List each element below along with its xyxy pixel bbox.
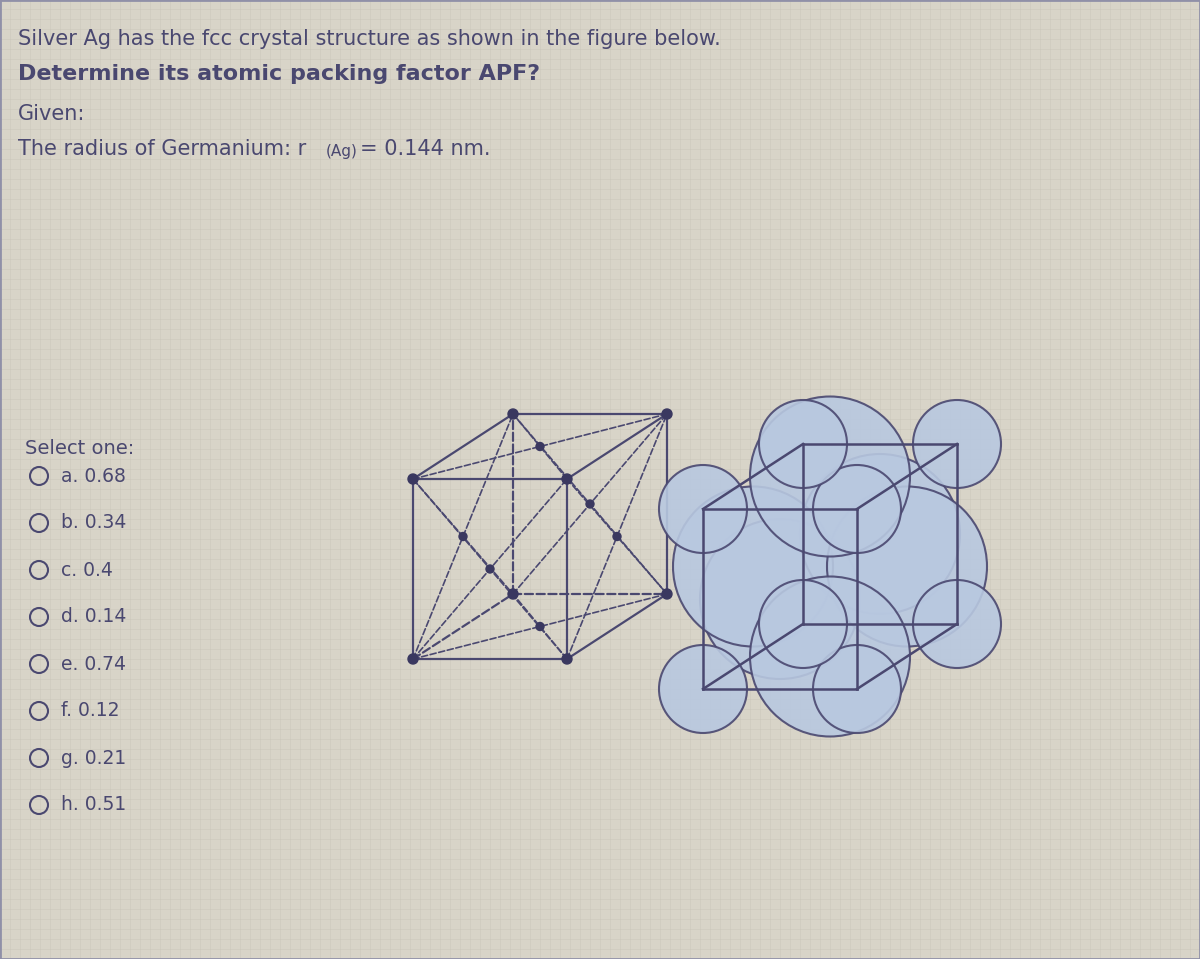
Circle shape	[508, 589, 518, 599]
Circle shape	[458, 532, 467, 541]
Circle shape	[673, 486, 833, 646]
Circle shape	[613, 532, 622, 541]
Text: The radius of Germanium: r: The radius of Germanium: r	[18, 139, 306, 159]
Text: f. 0.12: f. 0.12	[61, 701, 120, 720]
Circle shape	[913, 580, 1001, 668]
Circle shape	[814, 645, 901, 733]
Circle shape	[659, 645, 746, 733]
Text: Determine its atomic packing factor APF?: Determine its atomic packing factor APF?	[18, 64, 540, 84]
Circle shape	[700, 519, 860, 679]
Circle shape	[800, 454, 960, 614]
Circle shape	[562, 474, 572, 484]
Circle shape	[662, 409, 672, 419]
Circle shape	[662, 589, 672, 599]
Circle shape	[508, 409, 518, 419]
Text: = 0.144 nm.: = 0.144 nm.	[360, 139, 491, 159]
Text: a. 0.68: a. 0.68	[61, 466, 126, 485]
Circle shape	[760, 580, 847, 668]
Text: c. 0.4: c. 0.4	[61, 560, 113, 579]
Circle shape	[486, 565, 494, 573]
Circle shape	[536, 442, 544, 451]
Text: h. 0.51: h. 0.51	[61, 796, 126, 814]
Text: e. 0.74: e. 0.74	[61, 654, 126, 673]
Circle shape	[913, 400, 1001, 488]
Circle shape	[408, 654, 418, 664]
Circle shape	[827, 486, 986, 646]
Circle shape	[750, 396, 910, 556]
Circle shape	[562, 654, 572, 664]
Circle shape	[659, 465, 746, 553]
Text: (Ag): (Ag)	[326, 144, 358, 159]
Text: d. 0.14: d. 0.14	[61, 607, 126, 626]
Circle shape	[814, 465, 901, 553]
Circle shape	[408, 474, 418, 484]
Text: Select one:: Select one:	[25, 439, 134, 458]
Circle shape	[760, 400, 847, 488]
Text: Given:: Given:	[18, 104, 85, 124]
Text: b. 0.34: b. 0.34	[61, 513, 126, 532]
Circle shape	[536, 622, 544, 630]
Text: Silver Ag has the fcc crystal structure as shown in the figure below.: Silver Ag has the fcc crystal structure …	[18, 29, 721, 49]
Circle shape	[586, 500, 594, 508]
Text: g. 0.21: g. 0.21	[61, 749, 126, 767]
Circle shape	[750, 576, 910, 737]
